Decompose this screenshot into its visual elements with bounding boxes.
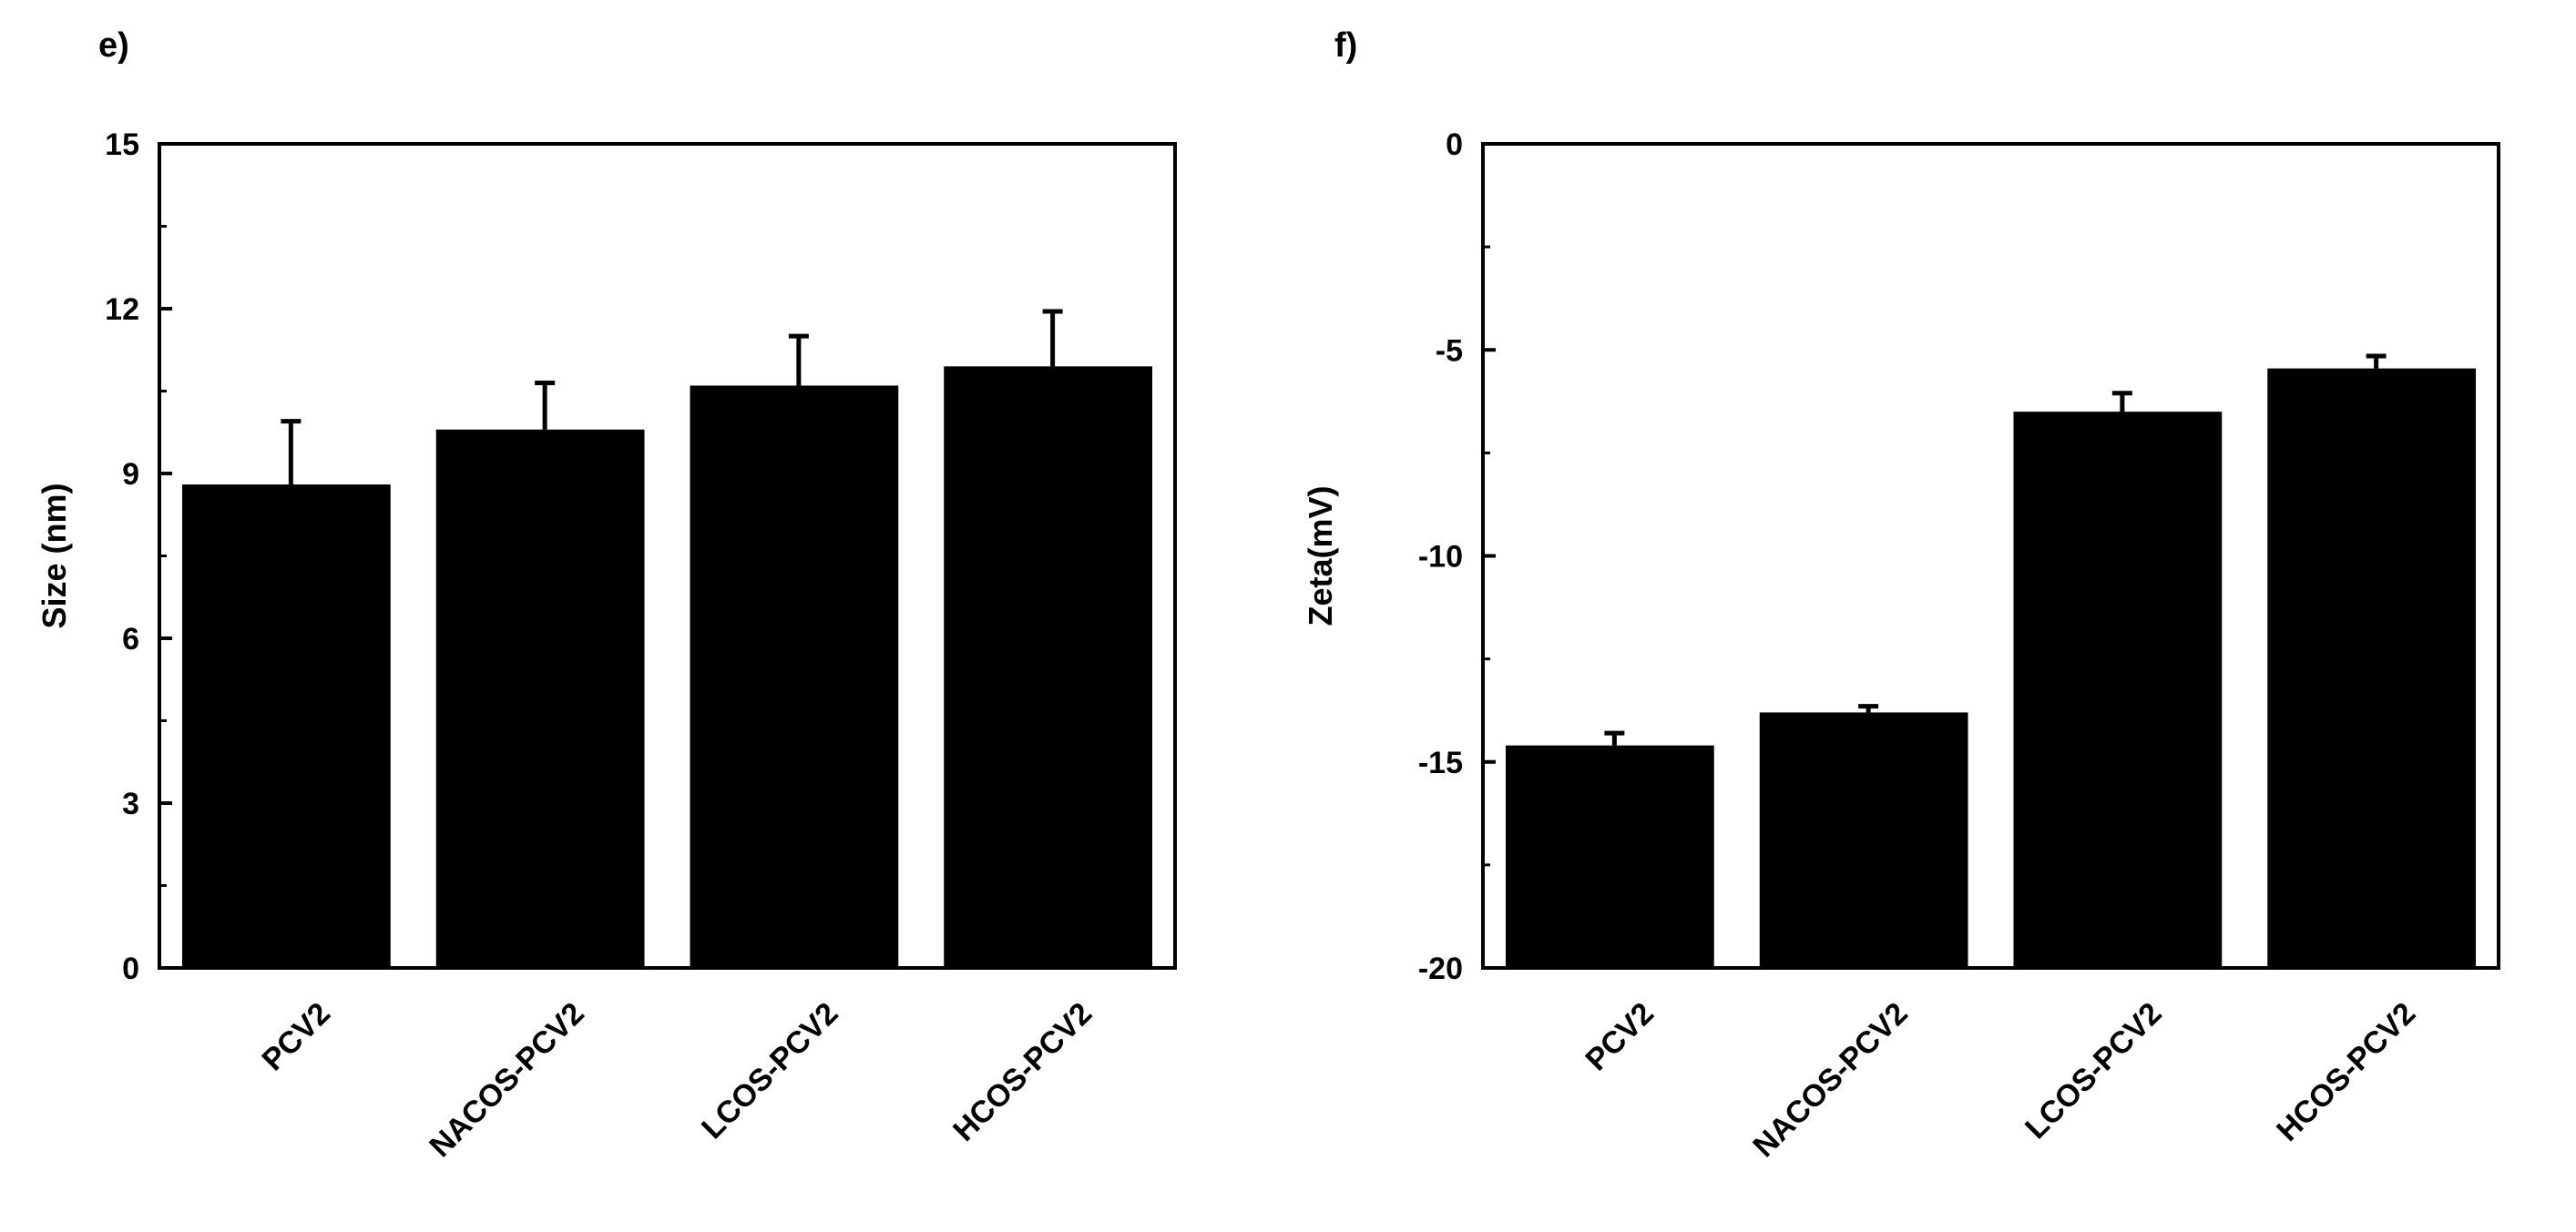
y-tick-label: -5: [1436, 333, 1463, 368]
y-tick-label: 12: [105, 292, 139, 327]
y-tick-label: 9: [122, 457, 139, 492]
bar-nacos-pcv2: [435, 429, 645, 968]
x-tick-label: NACOS-PCV2: [423, 996, 591, 1165]
panel-f: f) PCV2 NACOS-PCV2 LCOS-PCV2 HCOS-PCV2 -20 -1…: [1302, 26, 2500, 1165]
y-tick-label: 0: [122, 952, 139, 986]
x-tick-label: NACOS-PCV2: [1746, 996, 1915, 1165]
x-tick-label: PCV2: [1579, 996, 1661, 1078]
bar-nacos-pcv2: [1759, 712, 1968, 968]
panel-e: e) PCV2 NACOS-PCV2 LCOS-PCV2 HCOS-PCV2 0 3 6 9 1…: [36, 26, 1177, 1165]
panel-e-label: e): [98, 26, 129, 65]
bar-pcv2: [1506, 745, 1714, 968]
y-axis-label: Size (nm): [36, 483, 73, 628]
zeta-bar-chart: PCV2 NACOS-PCV2 LCOS-PCV2 HCOS-PCV2 -20 -15 -1…: [1302, 127, 2500, 1165]
x-tick-label: PCV2: [255, 996, 337, 1078]
bar-hcos-pcv2: [944, 366, 1152, 969]
panel-f-label: f): [1334, 26, 1357, 65]
y-tick-label: -20: [1418, 952, 1463, 986]
size-bar-chart: PCV2 NACOS-PCV2 LCOS-PCV2 HCOS-PCV2 0 3 6 9 12 15…: [36, 127, 1177, 1165]
bar-pcv2: [182, 484, 391, 968]
x-tick-label: LCOS-PCV2: [695, 996, 844, 1145]
x-tick-label: HCOS-PCV2: [946, 996, 1099, 1148]
y-tick-label: 0: [1446, 127, 1463, 162]
y-tick-label: -10: [1418, 540, 1463, 575]
y-tick-label: -15: [1418, 746, 1463, 780]
y-tick-label: 15: [105, 127, 139, 162]
bar-hcos-pcv2: [2267, 368, 2476, 968]
bar-lcos-pcv2: [2013, 412, 2223, 968]
y-tick-label: 3: [122, 787, 139, 821]
y-tick-label: 6: [122, 622, 139, 657]
x-tick-label: LCOS-PCV2: [2019, 996, 2168, 1145]
bar-lcos-pcv2: [690, 385, 899, 968]
y-axis-label: Zeta(mV): [1302, 485, 1339, 626]
x-tick-label: HCOS-PCV2: [2270, 996, 2422, 1148]
